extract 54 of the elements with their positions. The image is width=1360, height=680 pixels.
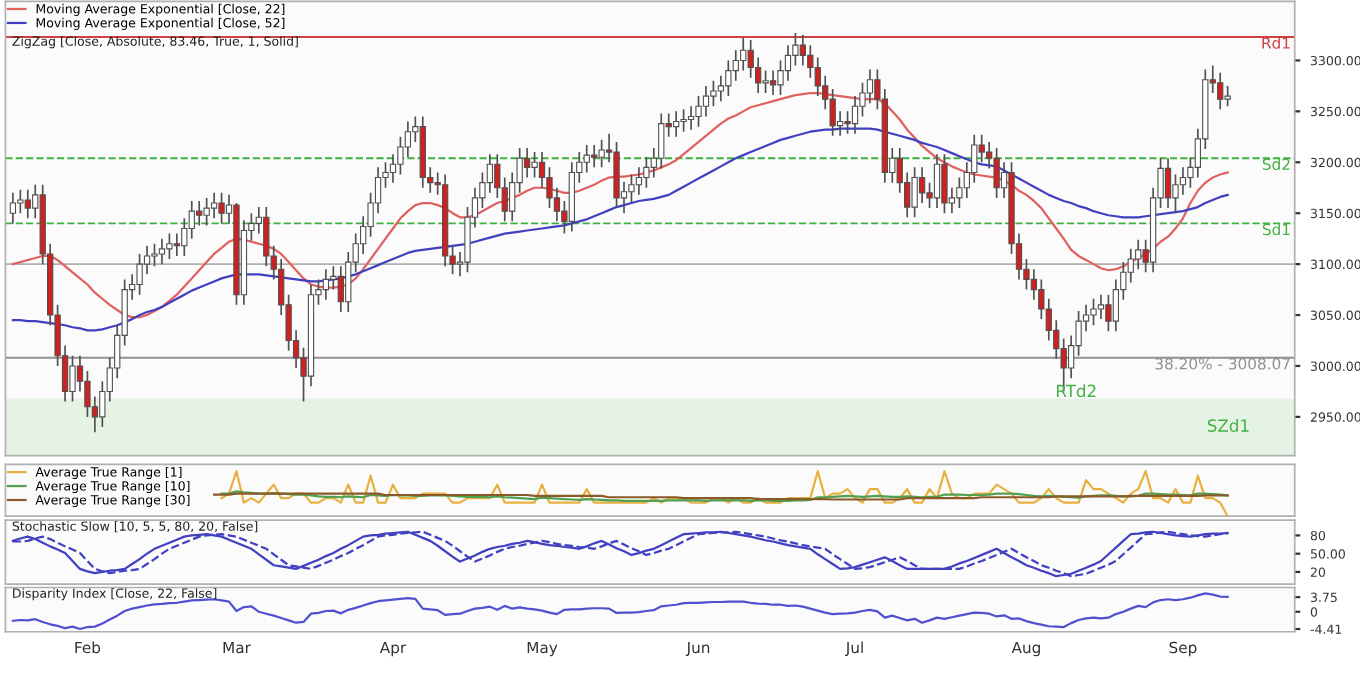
candlestick: [1179, 166, 1187, 196]
candlestick: [635, 166, 643, 196]
candlestick: [643, 156, 650, 189]
candlestick: [1217, 71, 1224, 111]
candlestick: [17, 188, 24, 215]
annotation: RTd2: [1056, 384, 1096, 398]
candlestick: [918, 166, 926, 204]
candlestick: [844, 110, 851, 135]
candlestick: [203, 197, 210, 227]
candlestick: [851, 95, 859, 135]
candlestick: [941, 153, 948, 215]
candlestick: [166, 232, 173, 260]
candlestick: [69, 354, 76, 403]
candlestick: [218, 191, 225, 225]
candlestick: [389, 153, 397, 184]
candlestick: [322, 268, 330, 301]
candlestick: [24, 188, 31, 220]
candlestick: [1164, 157, 1172, 209]
candlestick: [158, 237, 166, 265]
candlestick: [702, 85, 710, 118]
candlestick: [1105, 293, 1112, 333]
candlestick: [598, 139, 605, 169]
candlestick: [687, 105, 695, 131]
candlestick: [769, 69, 777, 96]
candlestick: [486, 153, 494, 194]
candlestick: [613, 141, 620, 209]
candlestick: [9, 191, 17, 225]
candlestick: [784, 44, 792, 82]
candlestick: [196, 200, 203, 227]
candlestick: [523, 147, 531, 179]
candlestick: [658, 112, 665, 170]
candlestick: [680, 108, 687, 133]
candlestick: [1097, 293, 1105, 320]
candlestick: [173, 232, 181, 257]
candlestick: [933, 153, 941, 209]
candlestick: [911, 166, 918, 219]
candlestick: [1127, 248, 1134, 284]
candlestick: [210, 191, 218, 220]
candlestick: [673, 110, 680, 138]
candlestick: [337, 265, 344, 313]
candlestick: [404, 120, 412, 159]
band-label: SZd1: [1207, 419, 1249, 432]
candlestick: [531, 151, 538, 179]
candlestick: [1172, 173, 1179, 215]
candlestick: [866, 68, 874, 105]
candlestick: [591, 144, 598, 169]
candlestick: [151, 242, 158, 267]
candlestick: [1224, 85, 1231, 108]
candlestick: [1090, 297, 1097, 327]
line-series: [11, 592, 1229, 631]
candlestick: [993, 147, 1000, 199]
candlestick: [710, 79, 717, 108]
candlestick: [136, 253, 143, 296]
candlestick: [762, 69, 769, 94]
